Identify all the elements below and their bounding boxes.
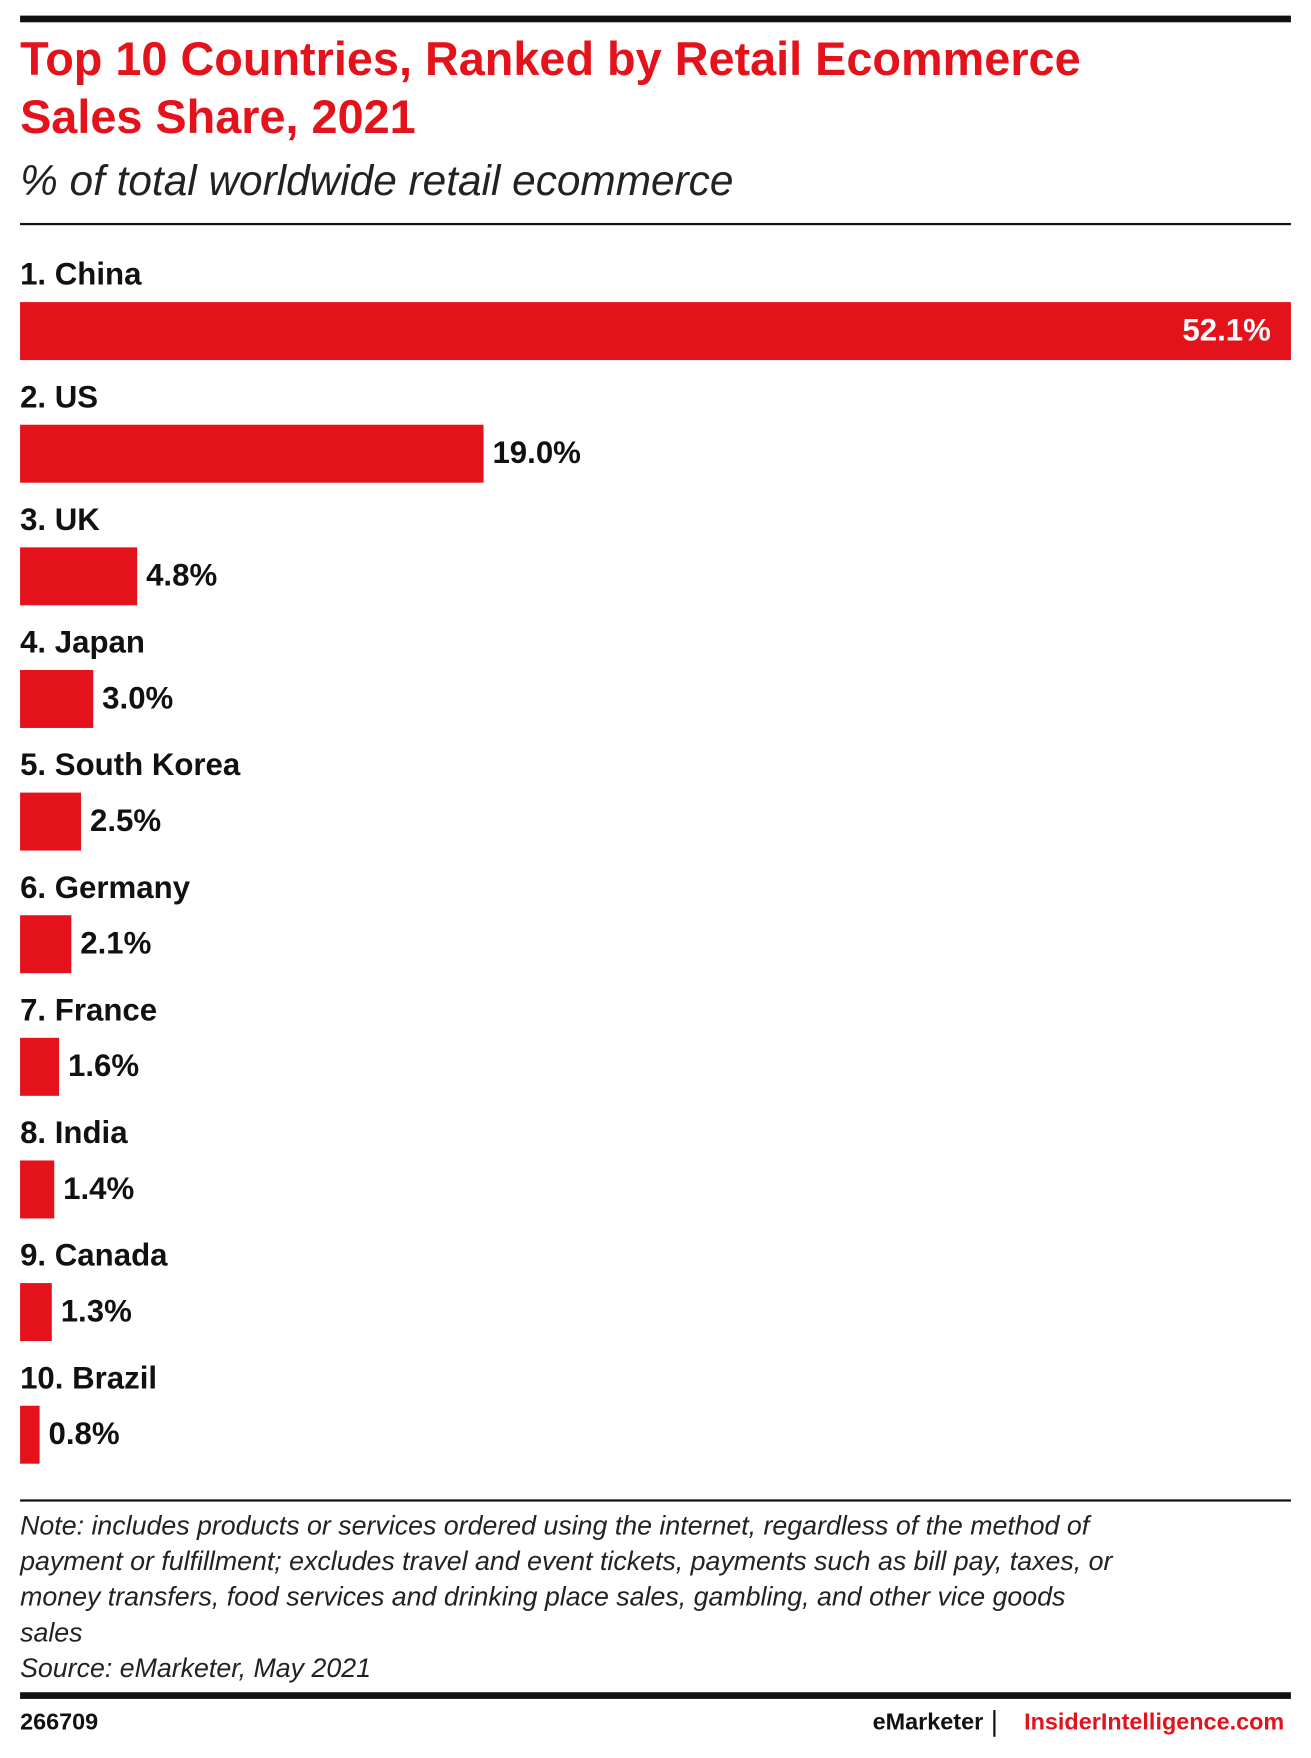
category-label: 1. China	[20, 257, 142, 292]
note: money transfers, food services and drink…	[20, 1582, 1065, 1612]
chart-title: Top 10 Countries, Ranked by Retail Ecomm…	[20, 33, 1081, 85]
chart-id: 266709	[20, 1709, 98, 1735]
top-rule	[20, 15, 1291, 23]
rule	[20, 1499, 1291, 1502]
value-label: 2.1%	[80, 926, 151, 961]
bar	[20, 669, 94, 728]
value-label: 2.5%	[90, 803, 161, 838]
bar	[20, 792, 82, 851]
chart-title: Sales Share, 2021	[20, 91, 416, 143]
category-label: 10. Brazil	[20, 1360, 157, 1395]
bar	[20, 424, 484, 483]
source: Source: eMarketer, May 2021	[20, 1653, 371, 1683]
value-label: 19.0%	[492, 435, 580, 470]
value-label: 1.4%	[63, 1171, 134, 1206]
category-label: 2. US	[20, 379, 98, 414]
value-label: 0.8%	[49, 1416, 120, 1451]
bar	[20, 302, 1291, 361]
bar	[20, 1283, 52, 1342]
rule	[20, 222, 1291, 226]
note: Note: includes products or services orde…	[20, 1510, 1092, 1540]
bar	[20, 1160, 55, 1219]
site: InsiderIntelligence.com	[1024, 1709, 1284, 1735]
bottom-rule	[20, 1692, 1291, 1699]
bar	[20, 1037, 60, 1096]
bar	[20, 547, 138, 606]
category-label: 3. UK	[20, 502, 100, 537]
bar	[20, 915, 72, 974]
value-label: 4.8%	[146, 558, 217, 593]
category-label: 5. South Korea	[20, 747, 241, 782]
category-label: 8. India	[20, 1115, 128, 1150]
chart-subtitle: % of total worldwide retail ecommerce	[20, 157, 733, 204]
category-label: 6. Germany	[20, 870, 191, 905]
category-label: 7. France	[20, 992, 157, 1027]
value-label: 1.6%	[68, 1048, 139, 1083]
note: sales	[20, 1617, 82, 1647]
brand: eMarketer	[873, 1709, 984, 1735]
bar	[20, 1405, 40, 1464]
category-label: 9. Canada	[20, 1238, 168, 1273]
category-label: 4. Japan	[20, 625, 145, 660]
value-label: 3.0%	[102, 680, 173, 715]
value-label: 52.1%	[1182, 312, 1270, 347]
note: payment or fulfillment; excludes travel …	[19, 1546, 1113, 1576]
value-label: 1.3%	[61, 1293, 132, 1328]
